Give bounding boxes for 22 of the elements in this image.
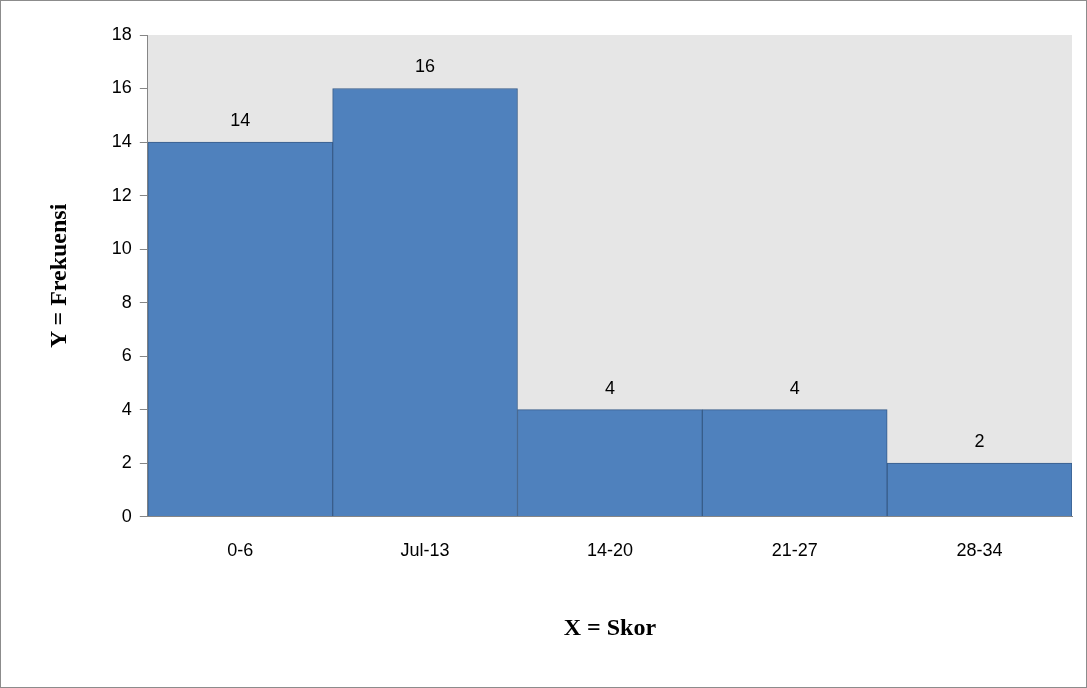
data-label: 2 xyxy=(974,431,985,452)
y-axis-title: Y = Frekuensi xyxy=(44,203,71,348)
y-tick-label: 10 xyxy=(111,238,132,259)
y-tick-label: 6 xyxy=(121,345,132,366)
y-tick-label: 8 xyxy=(121,291,132,312)
y-tick-label: 2 xyxy=(121,452,132,473)
y-tick-label: 16 xyxy=(111,77,132,98)
y-tick-label: 18 xyxy=(111,23,132,44)
y-tick-label: 12 xyxy=(111,184,132,205)
data-label: 14 xyxy=(230,109,251,130)
data-label: 4 xyxy=(789,377,800,398)
x-axis-title: X = Skor xyxy=(563,613,657,640)
y-tick-label: 14 xyxy=(111,130,132,151)
x-tick-label: 21-27 xyxy=(771,540,818,561)
x-tick-label: 0-6 xyxy=(227,540,254,561)
y-tick-label: 4 xyxy=(121,398,132,419)
data-label: 4 xyxy=(604,377,615,398)
y-tick-label: 0 xyxy=(121,505,132,526)
x-tick-label: 28-34 xyxy=(956,540,1003,561)
x-tick-label: 14-20 xyxy=(586,540,633,561)
x-tick-label: Jul-13 xyxy=(400,540,450,561)
data-label: 16 xyxy=(415,56,436,77)
